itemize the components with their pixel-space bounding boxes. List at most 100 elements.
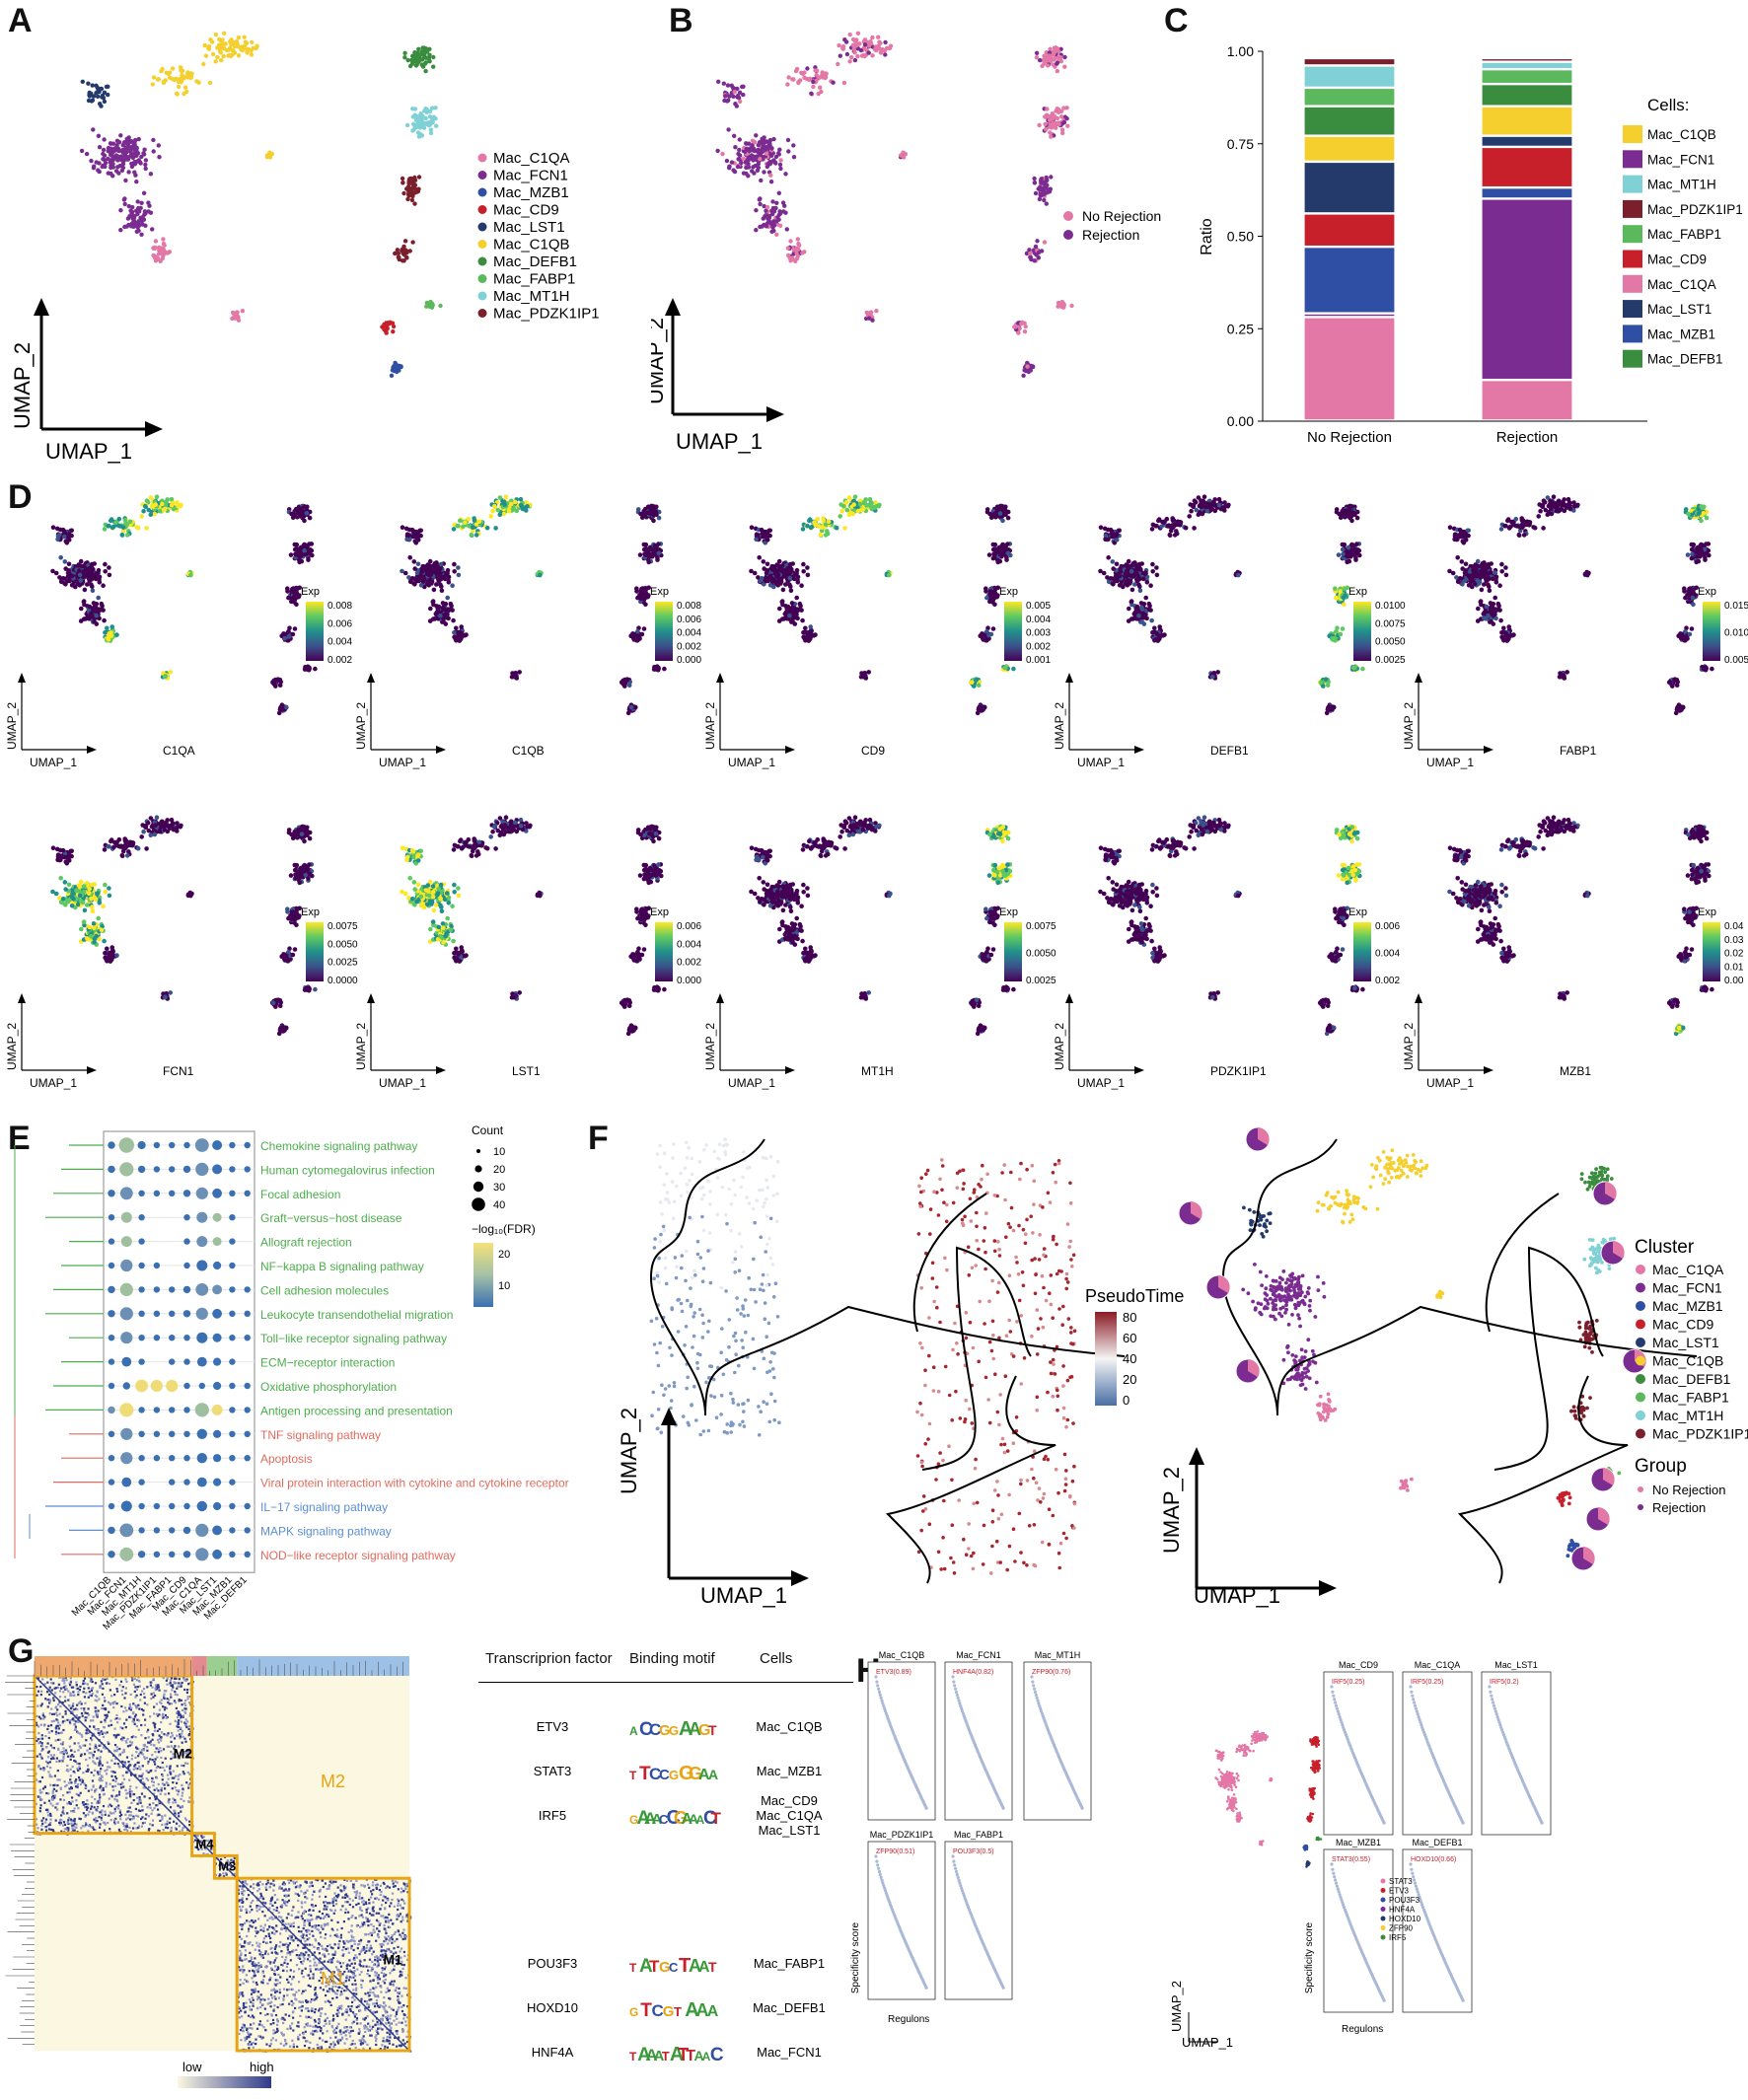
feature-point	[438, 613, 443, 618]
panel-letter-e: E	[8, 1120, 31, 1157]
umap-a-point	[114, 138, 120, 143]
feature-point	[1487, 584, 1492, 589]
umap-b-point	[790, 256, 795, 261]
feature-point	[282, 635, 287, 641]
c-legend-label: Mac_FCN1	[1647, 152, 1714, 167]
feature-point	[1691, 542, 1697, 547]
feature-point	[1325, 683, 1331, 688]
feature-point	[1318, 680, 1324, 685]
feature-point	[1333, 586, 1338, 591]
umap-b-point	[1013, 325, 1018, 329]
feature-point	[493, 526, 498, 531]
feature-point	[76, 562, 82, 567]
feature-point	[1002, 511, 1008, 516]
feature-point	[1223, 504, 1228, 509]
umap-b-point	[776, 151, 781, 156]
feature-point	[1103, 537, 1108, 543]
feature-point	[1129, 587, 1135, 593]
umap-a-point	[419, 57, 425, 62]
feature-point	[497, 495, 503, 500]
feature-point	[430, 599, 436, 604]
feature-point	[91, 601, 97, 606]
umap-a-point	[79, 148, 85, 154]
umap-b-point	[876, 35, 881, 39]
feature-point	[1143, 595, 1148, 601]
umap-b-point	[813, 68, 818, 73]
umap-b-point	[1038, 57, 1043, 63]
feature-point	[852, 494, 858, 499]
umap-a-point	[410, 114, 415, 119]
umap-a-point	[405, 196, 410, 202]
umap-b-point	[1051, 49, 1056, 54]
umap-a-point	[407, 249, 412, 253]
legend-a-swatch	[477, 171, 487, 180]
feature-point	[1354, 515, 1360, 521]
umap-a-point	[412, 50, 417, 55]
feature-point	[411, 559, 417, 564]
feature-point	[1492, 570, 1497, 575]
feature-point	[637, 552, 643, 557]
feature-point	[1141, 613, 1146, 618]
feature-point	[302, 547, 307, 553]
feature-point	[1486, 613, 1491, 618]
umap-b-point	[750, 138, 756, 143]
umap-a-point	[150, 82, 155, 87]
feature-point	[1690, 551, 1695, 557]
feature-point	[286, 628, 291, 634]
feature-point	[648, 511, 654, 516]
feature-point	[992, 542, 998, 547]
feature-point	[1341, 595, 1347, 601]
feature-point	[1236, 572, 1241, 578]
feature-point	[169, 823, 175, 829]
feature-point	[983, 586, 988, 591]
feature-point	[428, 606, 433, 612]
feature-point	[1125, 568, 1129, 573]
umap-b-point	[870, 53, 875, 58]
feature-point	[1140, 576, 1146, 582]
feature-point	[841, 503, 846, 509]
feature-point	[102, 617, 107, 623]
feature-point	[1447, 525, 1453, 530]
feature-point	[78, 558, 84, 564]
feature-point	[501, 511, 507, 517]
feature-point	[440, 601, 446, 606]
umap-b-point	[726, 127, 731, 132]
feature-point	[154, 494, 160, 499]
feature-point	[639, 631, 645, 637]
umap-b-point	[750, 169, 755, 174]
feature-point	[524, 500, 529, 505]
feature-point	[65, 578, 70, 584]
umap-b-point	[843, 39, 849, 44]
feature-point	[438, 575, 443, 581]
umap-b-point	[847, 59, 852, 64]
feature-point	[797, 607, 803, 613]
feature-point	[452, 630, 457, 635]
umap-a-point	[89, 158, 94, 164]
c-legend-swatch	[1623, 250, 1642, 268]
feature-point	[844, 507, 850, 513]
feature-point	[50, 525, 56, 530]
feature-point	[1334, 595, 1339, 601]
feature-point	[77, 568, 82, 573]
feature-point	[1462, 578, 1467, 584]
umap-b-point	[1044, 201, 1049, 206]
umap-a-point	[196, 80, 201, 85]
umap-a-point	[142, 147, 147, 152]
umap-a-axes	[34, 298, 163, 437]
umap-a-point	[402, 50, 407, 55]
feature-point	[1138, 601, 1144, 606]
umap-b-point	[1065, 123, 1070, 128]
umap-b-point	[1032, 176, 1037, 181]
feature-point	[1336, 552, 1342, 557]
umap-a-point	[423, 68, 428, 74]
umap-a-point	[251, 45, 255, 51]
feature-point	[146, 507, 152, 513]
feature-point	[430, 569, 436, 574]
feature-point	[765, 538, 770, 543]
c-legend-label: Mac_DEFB1	[1647, 352, 1723, 367]
umap-b-point	[883, 52, 888, 57]
feature-point	[1000, 504, 1006, 509]
umap-b-point	[1046, 63, 1051, 68]
feature-point	[509, 498, 514, 504]
